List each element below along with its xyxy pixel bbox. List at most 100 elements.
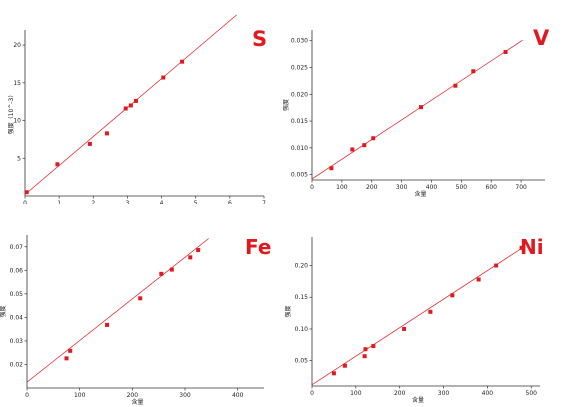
data-point (453, 83, 458, 88)
y-tick-label: 20 (13, 42, 21, 49)
x-tick-label: 500 (456, 184, 468, 191)
data-point (64, 356, 69, 361)
x-tick-label: 100 (74, 392, 86, 399)
data-point (362, 354, 367, 359)
data-point (371, 136, 376, 141)
x-tick-label: 500 (526, 390, 538, 397)
fit-line (311, 39, 523, 180)
data-point (180, 59, 185, 64)
data-point (329, 166, 334, 171)
y-tick-label: 0.20 (295, 263, 309, 270)
chart-panel-s: 0 1 2 3 4 5 6 7 5 10 15 20 强度（10^-3） S (8, 0, 280, 204)
chart-panel-ni: 0 100 200 300 400 500 0.05 0.10 0.15 0.20 含量 强度 Ni (285, 205, 562, 407)
data-point (138, 296, 143, 301)
x-tick-label: 0 (310, 184, 314, 191)
element-label-ni: Ni (520, 235, 544, 259)
data-point (371, 344, 376, 349)
data-point (362, 143, 367, 148)
x-tick-label: 3 (126, 200, 130, 204)
data-point (419, 105, 424, 110)
x-tick-label: 100 (336, 184, 348, 191)
data-point (169, 267, 174, 272)
y-tick-label: 0.03 (10, 338, 24, 345)
x-axis-title: 含量 (131, 398, 143, 406)
data-point (476, 277, 481, 282)
x-tick-label: 400 (482, 390, 494, 397)
data-point (188, 255, 193, 260)
y-tick-label: 5 (17, 155, 21, 162)
x-axis-title: 含量 (414, 190, 426, 198)
data-point (104, 131, 109, 136)
data-point (503, 49, 508, 54)
data-point (342, 363, 347, 368)
y-tick-label: 0.015 (291, 118, 308, 125)
y-tick-label: 0.10 (295, 326, 309, 333)
x-tick-label: 4 (160, 200, 164, 204)
data-point (331, 371, 336, 376)
data-point (519, 245, 524, 250)
data-point (402, 326, 407, 331)
chart-panel-fe: 0 100 200 300 400 0.02 0.03 0.04 0.05 0.06 0.07 含量 强… (0, 205, 281, 407)
fit-line (26, 238, 209, 383)
y-tick-label: 10 (13, 118, 21, 125)
data-point (128, 103, 133, 108)
chart-panel-v: 0 100 200 300 400 500 600 700 0.005 0.010 0.015 0.0… (283, 0, 562, 204)
x-tick-label: 0 (25, 392, 29, 399)
x-tick-label: 5 (194, 200, 198, 204)
x-tick-label: 300 (396, 184, 408, 191)
y-axis-title: 强度 (0, 305, 7, 317)
y-tick-label: 0.05 (10, 291, 24, 298)
data-point (87, 141, 92, 146)
x-axis-title: 含量 (412, 396, 424, 404)
data-point (24, 190, 29, 195)
x-tick-label: 400 (232, 392, 244, 399)
element-label-s: S (252, 27, 268, 51)
data-point (123, 106, 128, 111)
x-tick-label: 2 (91, 200, 95, 204)
x-tick-label: 200 (366, 184, 378, 191)
fit-line (311, 247, 523, 386)
y-tick-label: 0.15 (295, 294, 309, 301)
x-tick-label: 0 (23, 200, 27, 204)
data-point (159, 271, 164, 276)
y-axis-title: 强度 (285, 305, 292, 317)
x-tick-label: 600 (486, 184, 498, 191)
y-tick-label: 0.020 (291, 91, 308, 98)
element-label-v: V (533, 26, 550, 50)
y-tick-label: 15 (13, 80, 21, 87)
x-tick-label: 1 (57, 200, 61, 204)
y-tick-label: 0.030 (291, 38, 308, 45)
x-tick-label: 7 (262, 200, 266, 204)
chart-svg-ni: 0 100 200 300 400 500 0.05 0.10 0.15 0.20 含量 强度 (285, 237, 540, 404)
data-point (350, 147, 355, 152)
x-tick-label: 700 (515, 184, 527, 191)
data-point (105, 322, 110, 327)
data-point (450, 293, 455, 298)
y-tick-label: 0.07 (10, 244, 24, 251)
data-point (428, 309, 433, 314)
y-tick-label: 0.02 (10, 361, 24, 368)
x-tick-label: 300 (179, 392, 191, 399)
x-tick-label: 200 (394, 390, 406, 397)
y-tick-label: 0.025 (291, 65, 308, 72)
y-axis-title: 强度（10^-3） (8, 92, 15, 135)
x-tick-label: 6 (228, 200, 232, 204)
y-axis-title: 强度 (283, 99, 290, 111)
y-tick-label: 0.04 (10, 314, 24, 321)
data-point (133, 98, 138, 103)
chart-svg-fe: 0 100 200 300 400 0.02 0.03 0.04 0.05 0.06 0.07 含量 强… (0, 235, 264, 406)
element-label-fe: Fe (245, 235, 272, 259)
x-tick-label: 400 (426, 184, 438, 191)
data-point (161, 75, 166, 80)
data-point (68, 348, 73, 353)
x-tick-label: 100 (350, 390, 362, 397)
chart-svg-s: 0 1 2 3 4 5 6 7 5 10 15 20 强度（10^-3） (8, 14, 266, 204)
data-point (494, 263, 499, 268)
data-point (196, 248, 201, 253)
data-point (55, 162, 60, 167)
y-tick-label: 0.010 (291, 145, 308, 152)
x-tick-label: 300 (438, 390, 450, 397)
x-tick-label: 0 (310, 390, 314, 397)
x-tick-label: 200 (127, 392, 139, 399)
chart-svg-v: 0 100 200 300 400 500 600 700 0.005 0.010 0.015 0.0… (283, 30, 545, 198)
